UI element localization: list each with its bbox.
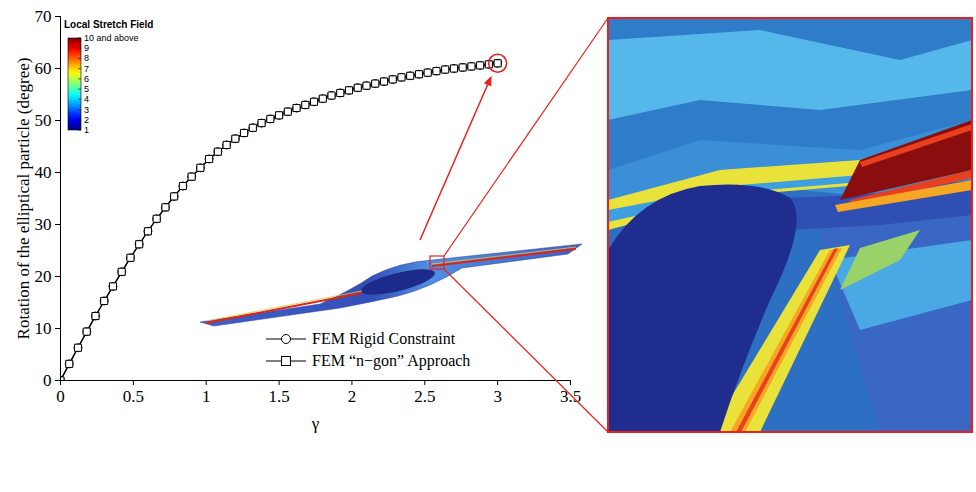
svg-text:3: 3 [493, 387, 502, 406]
svg-text:γ: γ [311, 414, 320, 433]
svg-text:Local Stretch Field: Local Stretch Field [64, 19, 153, 30]
svg-text:20: 20 [35, 267, 52, 286]
svg-text:2.5: 2.5 [414, 387, 435, 406]
svg-text:1.5: 1.5 [268, 387, 289, 406]
html-text:FEM Rigid Constraint: FEM Rigid Constraint [312, 330, 456, 347]
svg-text:70: 70 [35, 7, 52, 26]
svg-text:50: 50 [35, 111, 52, 130]
svg-text:3: 3 [84, 105, 89, 115]
svg-text:30: 30 [35, 215, 52, 234]
svg-text:0.5: 0.5 [123, 387, 144, 406]
svg-text:2: 2 [348, 387, 357, 406]
svg-text:40: 40 [35, 163, 52, 182]
html-text:FEM “n−gon” Approach: FEM “n−gon” Approach [312, 352, 471, 369]
svg-text:10: 10 [35, 319, 52, 338]
svg-text:8: 8 [84, 53, 89, 63]
svg-text:9: 9 [84, 43, 89, 53]
svg-text:2: 2 [84, 115, 89, 125]
svg-text:7: 7 [84, 64, 89, 74]
svg-text:4: 4 [84, 94, 89, 104]
svg-text:3.5: 3.5 [560, 387, 581, 406]
svg-text:1: 1 [84, 125, 89, 135]
svg-text:60: 60 [35, 59, 52, 78]
svg-text:1: 1 [202, 387, 211, 406]
svg-text:Rotation of the elliptical par: Rotation of the elliptical particle (deg… [14, 58, 33, 340]
svg-text:6: 6 [84, 74, 89, 84]
svg-text:5: 5 [84, 84, 89, 94]
svg-text:10 and above: 10 and above [84, 33, 139, 43]
svg-text:0: 0 [56, 387, 65, 406]
svg-text:0: 0 [43, 371, 52, 390]
